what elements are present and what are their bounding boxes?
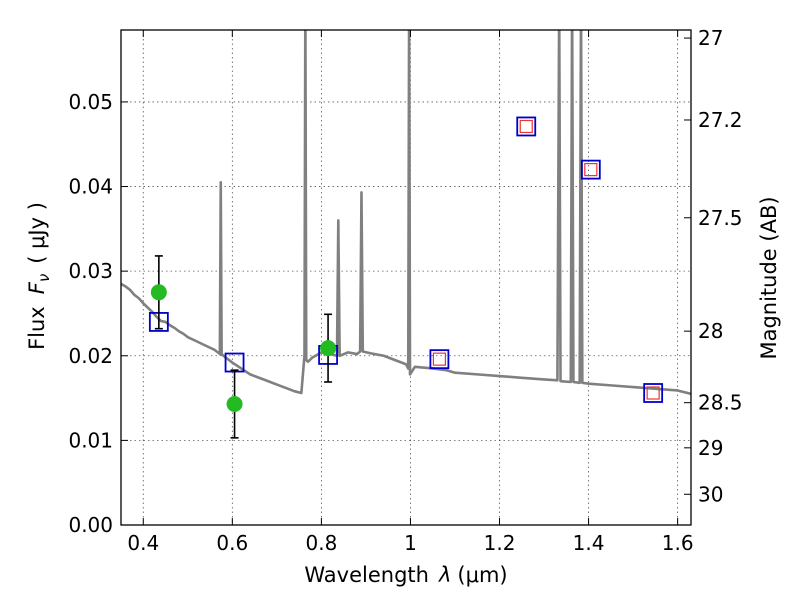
y-tick-label: 0.00: [68, 513, 113, 537]
observed-flux-marker: [519, 119, 533, 134]
y-tick-label: 0.02: [68, 344, 113, 368]
x-tick-label: 1.2: [484, 531, 516, 555]
model-flux-marker: [580, 159, 601, 180]
grid: [121, 30, 691, 526]
mag-tick-label: 29: [698, 436, 723, 460]
x-tick-label: 1: [404, 531, 417, 555]
y-tick-label: 0.01: [68, 428, 113, 452]
plot-frame: [120, 29, 692, 526]
model-flux-marker: [516, 116, 537, 137]
mag-tick-label: 28: [698, 319, 723, 343]
y-tick-label: 0.05: [68, 90, 113, 114]
observed-flux-marker: [432, 352, 446, 366]
x-tick-label: 1.4: [573, 531, 605, 555]
x-tick-label: 0.8: [305, 531, 337, 555]
markers: [148, 116, 664, 439]
model-flux-marker: [429, 349, 450, 370]
observed-flux-marker: [584, 163, 598, 177]
mag-tick-label: 30: [698, 482, 723, 506]
photometry-point: [150, 284, 167, 301]
y-tick-label: 0.03: [68, 259, 113, 283]
mag-tick-label: 27.5: [698, 206, 743, 230]
y-axis-title: FluxFν( μJy ): [25, 202, 53, 350]
axes: [120, 29, 692, 526]
observed-flux-marker: [646, 386, 660, 400]
y-tick-label: 0.04: [68, 175, 113, 199]
x-tick-label: 0.4: [127, 531, 159, 555]
mag-tick-label: 27: [698, 26, 723, 50]
plot-area: [121, 30, 691, 396]
y2-axis-title: Magnitude (AB): [757, 196, 781, 359]
mag-tick-label: 28.5: [698, 391, 743, 415]
x-tick-label: 0.6: [216, 531, 248, 555]
x-axis-title: Wavelength λ (μm): [304, 563, 507, 587]
mag-tick-label: 27.2: [698, 108, 743, 132]
photometry-point: [320, 340, 337, 357]
spectrum-line: [121, 30, 691, 396]
model-flux-marker: [643, 383, 664, 403]
tick-labels: 0.4 0.6 0.8 1 1.2 1.4 1.6 0.00 0.01 0.02 0.03 0.04 0…: [68, 26, 742, 555]
photometry-point: [226, 396, 243, 412]
x-tick-label: 1.6: [662, 531, 694, 555]
